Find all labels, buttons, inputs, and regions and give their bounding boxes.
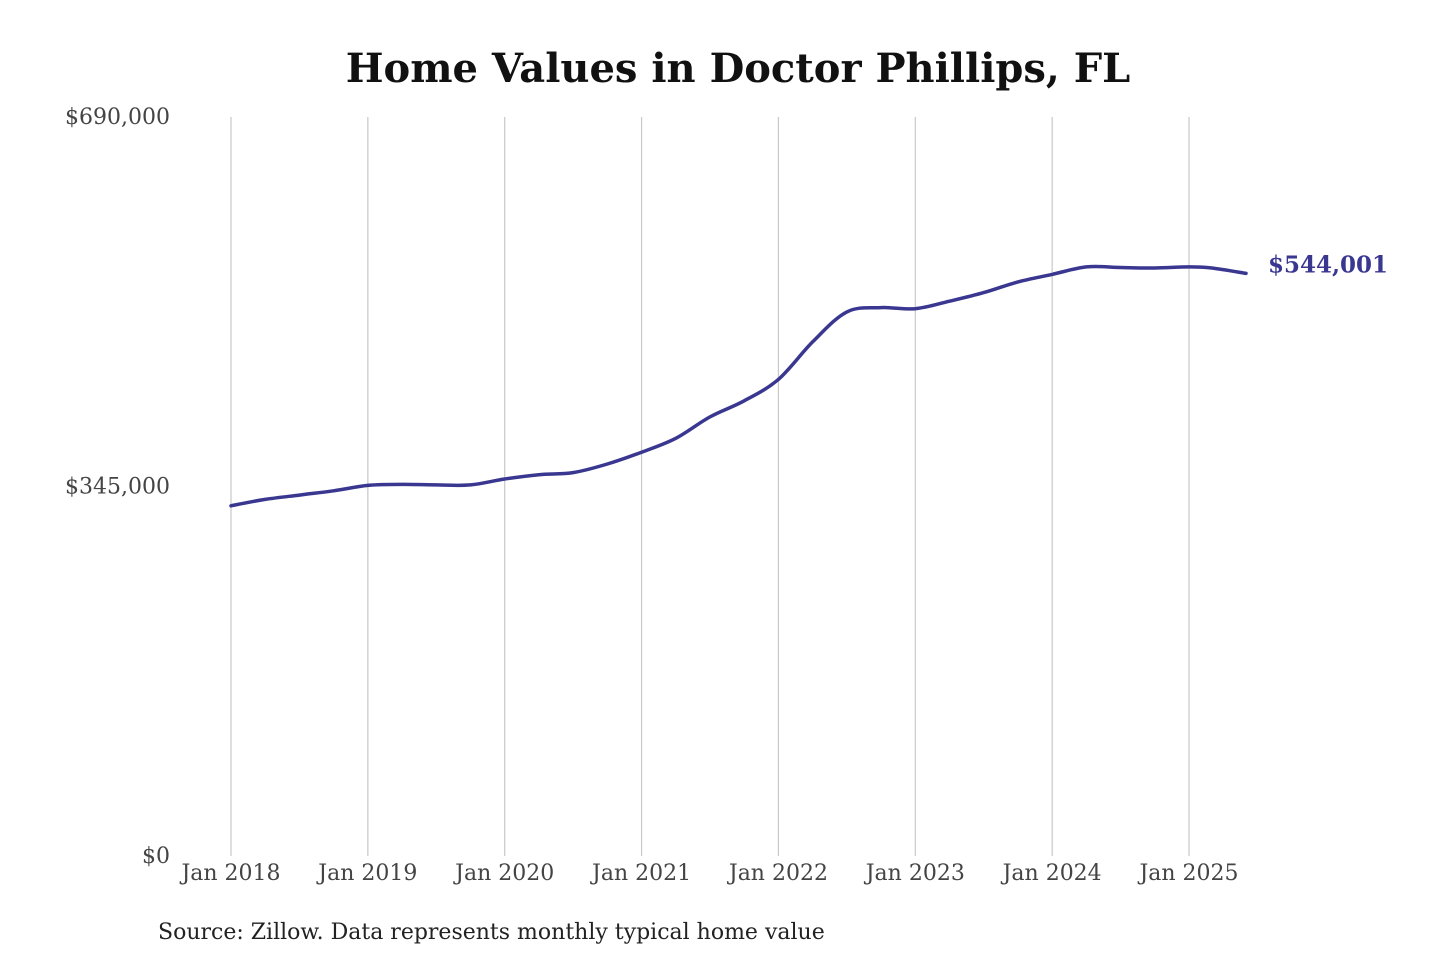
- x-tick-label: Jan 2020: [453, 861, 554, 886]
- x-tick-label: Jan 2024: [1001, 861, 1102, 886]
- source-note: Source: Zillow. Data represents monthly …: [158, 920, 825, 945]
- y-axis-ticks: $690,000 $345,000 $0: [65, 105, 170, 869]
- x-tick-label: Jan 2022: [727, 861, 828, 886]
- x-axis-ticks: Jan 2018 Jan 2019 Jan 2020 Jan 2021 Jan 2022…: [179, 861, 1238, 886]
- vertical-gridlines: [230, 117, 1190, 856]
- home-value-line: [229, 264, 1248, 508]
- x-tick-label: Jan 2023: [864, 861, 965, 886]
- y-tick-label: $690,000: [65, 105, 170, 130]
- y-tick-label: $0: [142, 844, 170, 869]
- chart-title: Home Values in Doctor Phillips, FL: [346, 45, 1131, 92]
- x-tick-label: Jan 2025: [1137, 861, 1238, 886]
- latest-value-label: $544,001: [1268, 251, 1388, 278]
- x-tick-label: Jan 2019: [316, 861, 417, 886]
- y-tick-label: $345,000: [65, 475, 170, 500]
- x-tick-label: Jan 2021: [590, 861, 691, 886]
- x-tick-label: Jan 2018: [179, 861, 280, 886]
